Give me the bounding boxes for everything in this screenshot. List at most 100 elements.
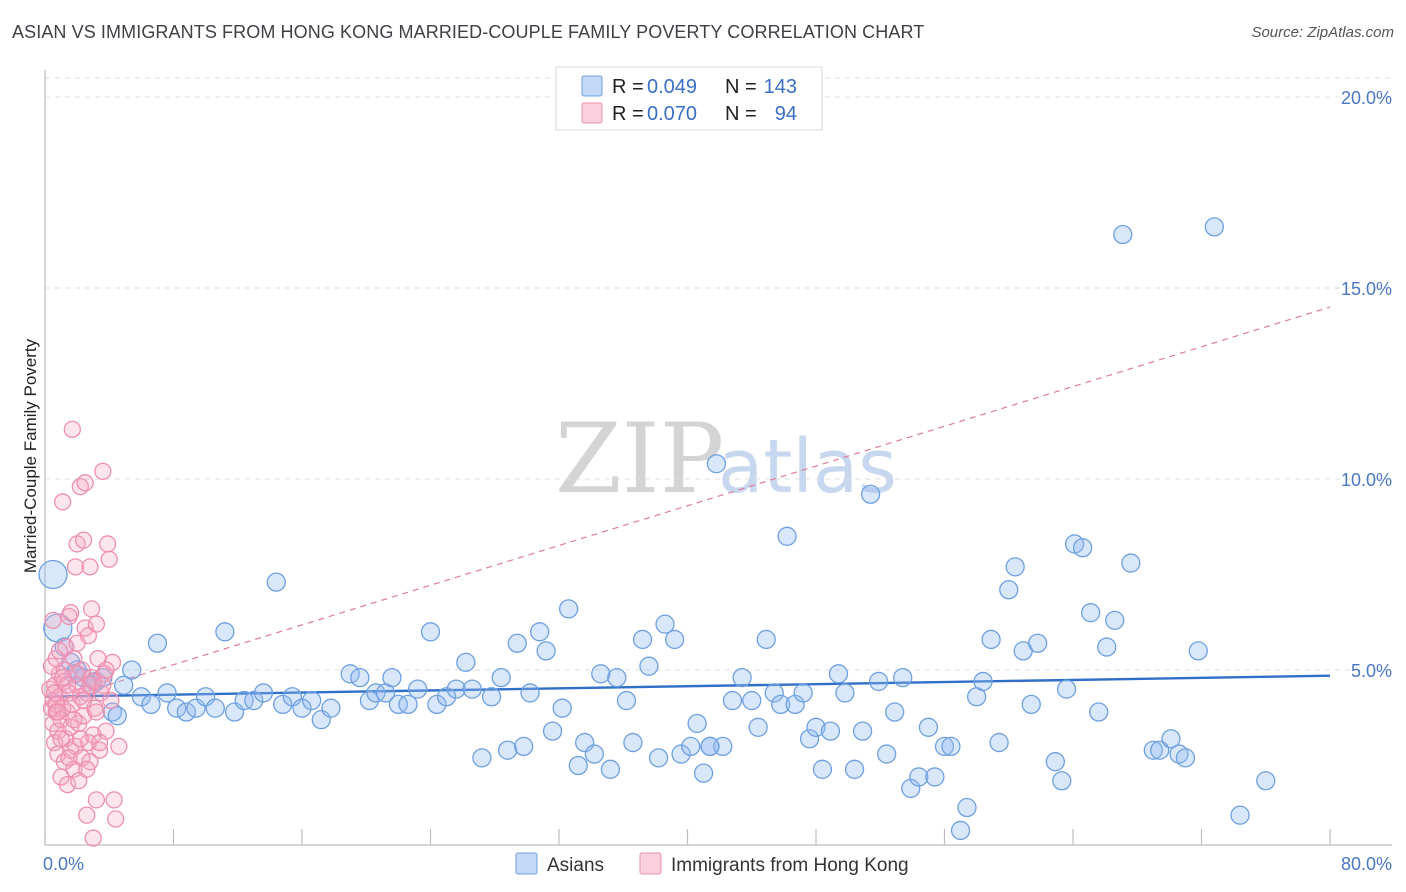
data-point bbox=[253, 683, 274, 703]
data-point bbox=[87, 615, 106, 633]
data-point bbox=[722, 690, 743, 711]
data-point bbox=[616, 690, 637, 711]
data-point bbox=[671, 744, 691, 764]
data-point bbox=[114, 675, 134, 695]
data-point bbox=[273, 694, 293, 715]
data-point bbox=[1052, 771, 1072, 791]
data-point bbox=[84, 829, 102, 847]
legend-n-value-asians: 143 bbox=[764, 76, 797, 98]
data-point bbox=[1028, 633, 1048, 653]
data-point bbox=[321, 698, 341, 718]
legend-n-label-hong-kong: N = bbox=[725, 103, 757, 125]
correlation-legend: R = 0.049 N = 143 R = 0.070 N = 94 bbox=[555, 66, 823, 131]
data-point bbox=[497, 740, 518, 760]
data-point bbox=[205, 698, 225, 718]
data-point bbox=[215, 622, 235, 642]
data-point bbox=[632, 629, 653, 650]
data-point bbox=[50, 642, 69, 660]
data-point bbox=[68, 665, 86, 683]
data-point bbox=[456, 652, 476, 673]
data-point bbox=[266, 572, 286, 592]
data-point bbox=[122, 660, 142, 680]
data-point bbox=[552, 698, 572, 718]
data-point bbox=[973, 671, 993, 692]
data-point bbox=[87, 791, 106, 809]
data-point bbox=[665, 629, 685, 650]
data-point bbox=[706, 454, 727, 474]
series-hong-kong bbox=[41, 420, 128, 847]
data-point bbox=[655, 614, 675, 634]
y-axis-label: Married-Couple Family Poverty bbox=[21, 338, 40, 573]
series-legend-label-asians[interactable]: Asians bbox=[547, 855, 604, 876]
data-point bbox=[1188, 641, 1208, 661]
data-point bbox=[989, 732, 1009, 753]
y-tick-label-5: 5.0% bbox=[1351, 661, 1392, 681]
data-point bbox=[105, 791, 123, 809]
series-legend-swatch-asians[interactable] bbox=[515, 852, 538, 875]
x-tick-label-max: 80.0% bbox=[1341, 854, 1392, 874]
data-point bbox=[687, 713, 707, 734]
data-point bbox=[700, 736, 720, 757]
y-tick-labels: 5.0% 10.0% 15.0% 20.0% bbox=[1341, 88, 1392, 681]
data-point bbox=[74, 691, 93, 710]
data-point bbox=[623, 732, 643, 753]
y-tick-label-10: 10.0% bbox=[1341, 470, 1392, 490]
data-point bbox=[860, 484, 881, 504]
data-point bbox=[54, 493, 72, 511]
data-point bbox=[732, 667, 752, 688]
data-point bbox=[147, 633, 168, 653]
legend-swatch-asians bbox=[581, 75, 603, 97]
trend-lines bbox=[44, 306, 1331, 705]
data-point bbox=[1256, 771, 1276, 791]
data-point bbox=[1081, 603, 1101, 623]
data-point bbox=[1005, 557, 1025, 577]
data-point bbox=[1056, 679, 1077, 699]
data-point bbox=[812, 759, 833, 779]
series-legend-label-hong-kong[interactable]: Immigrants from Hong Kong bbox=[671, 855, 909, 876]
data-point bbox=[382, 667, 402, 688]
data-point bbox=[71, 730, 89, 748]
data-point bbox=[925, 767, 945, 787]
data-point bbox=[398, 694, 418, 715]
data-point bbox=[420, 622, 441, 642]
legend-r-value-asians: 0.049 bbox=[647, 76, 697, 98]
data-point bbox=[491, 667, 511, 688]
data-point bbox=[81, 558, 99, 576]
data-point bbox=[507, 633, 527, 653]
data-point bbox=[65, 711, 83, 729]
data-point bbox=[350, 667, 370, 688]
data-point bbox=[76, 474, 94, 492]
data-point bbox=[84, 672, 102, 691]
legend-n-label-asians: N = bbox=[725, 76, 757, 98]
watermark: ZIP atlas bbox=[555, 403, 897, 515]
data-point bbox=[66, 558, 85, 576]
data-point bbox=[584, 744, 604, 764]
data-point bbox=[918, 717, 939, 737]
data-point bbox=[107, 706, 127, 726]
data-point bbox=[67, 660, 87, 680]
data-point bbox=[54, 668, 72, 687]
gridlines bbox=[45, 77, 1392, 671]
data-point bbox=[1150, 740, 1170, 760]
axes bbox=[44, 70, 1392, 846]
data-point bbox=[100, 550, 118, 568]
legend-r-label-asians: R = bbox=[612, 76, 644, 98]
data-point bbox=[49, 703, 67, 721]
x-tick-labels: 0.0% 80.0% bbox=[43, 854, 1392, 874]
series-legend-swatch-hong-kong[interactable] bbox=[639, 852, 662, 875]
data-point bbox=[957, 797, 977, 818]
data-point bbox=[1121, 553, 1141, 573]
data-point bbox=[167, 698, 187, 718]
data-point bbox=[107, 810, 125, 828]
data-point bbox=[82, 600, 101, 618]
legend-n-value-hong-kong: 94 bbox=[775, 103, 797, 125]
data-point bbox=[600, 759, 621, 779]
data-point bbox=[607, 667, 627, 688]
data-point bbox=[909, 767, 929, 787]
data-point bbox=[63, 420, 81, 438]
data-point bbox=[852, 721, 873, 741]
legend-r-label-hong-kong: R = bbox=[612, 103, 644, 125]
data-point bbox=[78, 806, 96, 824]
legend-swatch-hong-kong bbox=[581, 102, 603, 124]
data-point bbox=[693, 763, 714, 783]
